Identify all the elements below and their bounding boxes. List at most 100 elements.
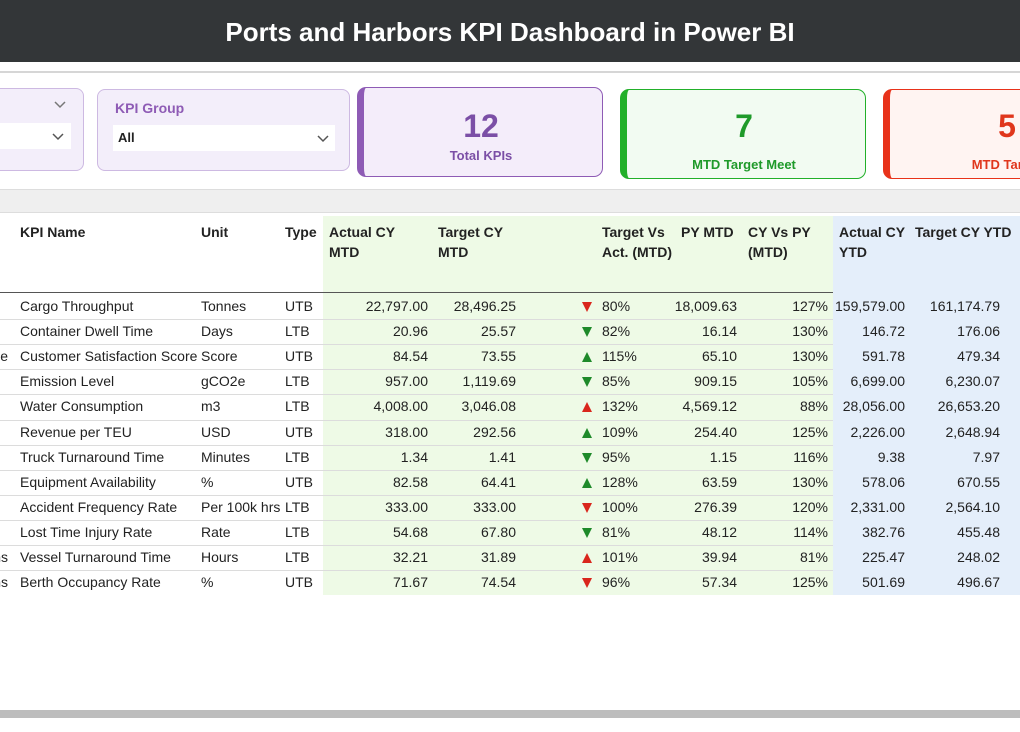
table-cell: 3,046.08 (461, 398, 517, 415)
table-cell: 591.78 (862, 348, 905, 365)
row-rule (0, 570, 833, 572)
column-header: PY MTD (681, 224, 734, 240)
table-cell: 16.14 (701, 323, 737, 340)
table-cell: Berth Occupancy Rate (20, 574, 161, 591)
table-cell: USD (201, 423, 231, 440)
table-cell: 28,496.25 (453, 298, 516, 314)
status-arrow (582, 427, 592, 438)
column-header: Type (285, 224, 317, 240)
table-cell: LTB (285, 398, 310, 415)
column-header: Actual CY MTD (329, 224, 395, 260)
table-cell: Emission Level (20, 373, 115, 390)
table-cell: LTB (285, 523, 310, 540)
table-cell: 81% (602, 523, 631, 540)
row-rule (0, 494, 833, 496)
table-cell: 22,797.00 (365, 298, 428, 314)
dropdown[interactable] (0, 123, 71, 149)
table-cell: 57.34 (701, 574, 737, 591)
chevron (52, 133, 64, 141)
status-arrow (582, 327, 592, 338)
status-arrow (582, 553, 592, 563)
table-cell: LTB (285, 373, 310, 390)
table-cell: 25.57 (480, 323, 516, 340)
table-cell: Customer Satisfaction Score (20, 348, 198, 365)
row-rule (0, 519, 833, 521)
chevron (317, 135, 329, 143)
row-rule (0, 394, 833, 396)
table-cell: 64.41 (480, 473, 516, 490)
kpi-card: 5 MTD Target (883, 89, 1020, 179)
status-arrow (582, 477, 592, 488)
table-cell: 7.97 (972, 448, 1000, 465)
bottom-bar (0, 710, 1020, 718)
row-rule (0, 545, 833, 546)
table-cell: 96% (602, 574, 631, 591)
table-cell: 2,648.94 (945, 423, 1001, 440)
card-value: 5 (998, 108, 1016, 144)
table-cell: 67.80 (480, 523, 516, 540)
kpi-card: 7 MTD Target Meet (620, 89, 866, 179)
column-header: Unit (201, 224, 229, 240)
table-cell: 125% (792, 574, 828, 591)
table-cell: LTB (285, 323, 310, 340)
table-cell: 130% (792, 348, 828, 365)
table-cell: 71.67 (392, 574, 428, 591)
slicer[interactable] (0, 88, 84, 171)
table-cell: 88% (799, 398, 828, 415)
table-cell: 115% (602, 348, 637, 365)
table-cell: Rate (201, 523, 231, 540)
row-rule (0, 344, 833, 346)
table-cell: 4,008.00 (373, 398, 429, 415)
table-cell: 161,174.79 (929, 298, 1000, 314)
group-cell: e (0, 348, 8, 365)
slicer[interactable]: KPI Group All (97, 89, 350, 171)
card-label: MTD Target Meet (692, 157, 796, 172)
status-arrow (582, 302, 592, 312)
slicer-label: KPI Group (115, 100, 185, 116)
group-cell: ns (0, 549, 8, 565)
table-cell: 909.15 (694, 373, 737, 390)
status-arrow (582, 578, 592, 589)
table-cell: 95% (602, 448, 631, 465)
table-cell: 128% (602, 473, 638, 490)
table-cell: 100% (602, 498, 638, 515)
dropdown[interactable]: All (113, 125, 335, 151)
mtd-background (323, 216, 833, 595)
table-cell: 26,653.20 (937, 398, 1000, 415)
table-cell: Vessel Turnaround Time (20, 549, 171, 565)
table-cell: 2,564.10 (945, 498, 1001, 515)
table-cell: 74.54 (480, 574, 516, 591)
table-cell: 39.94 (701, 549, 737, 565)
table-cell: 82% (602, 323, 631, 340)
table-cell: m3 (201, 398, 221, 415)
table-cell: UTB (285, 423, 313, 440)
row-rule (0, 469, 833, 471)
table-cell: 80% (602, 298, 631, 314)
table-cell: LTB (285, 549, 310, 565)
table-cell: % (201, 473, 214, 490)
table-cell: 2,331.00 (850, 498, 906, 515)
table-cell: 105% (792, 373, 828, 390)
table-cell: 101% (602, 549, 638, 565)
table-cell: UTB (285, 473, 313, 490)
table-cell: 159,579.00 (835, 298, 906, 314)
status-arrow (582, 527, 592, 538)
card-label: MTD Target (971, 157, 1020, 172)
card-value: 12 (463, 108, 499, 144)
column-header: KPI Name (20, 224, 86, 240)
row-rule (0, 419, 833, 421)
table-cell: 54.68 (392, 523, 428, 540)
table-cell: 333.00 (385, 498, 428, 515)
ytd-background (833, 216, 1020, 595)
table-cell: 6,699.00 (850, 373, 906, 390)
status-arrow (582, 352, 592, 363)
table-cell: Lost Time Injury Rate (20, 523, 153, 540)
table-cell: Hours (201, 549, 239, 565)
table-cell: 116% (793, 448, 828, 465)
column-header: Target CY YTD (915, 224, 1012, 240)
row-rule (0, 444, 833, 446)
kpi-card: 12 Total KPIs (357, 87, 603, 177)
table-cell: 48.12 (701, 523, 737, 540)
table-cell: Revenue per TEU (20, 423, 132, 440)
